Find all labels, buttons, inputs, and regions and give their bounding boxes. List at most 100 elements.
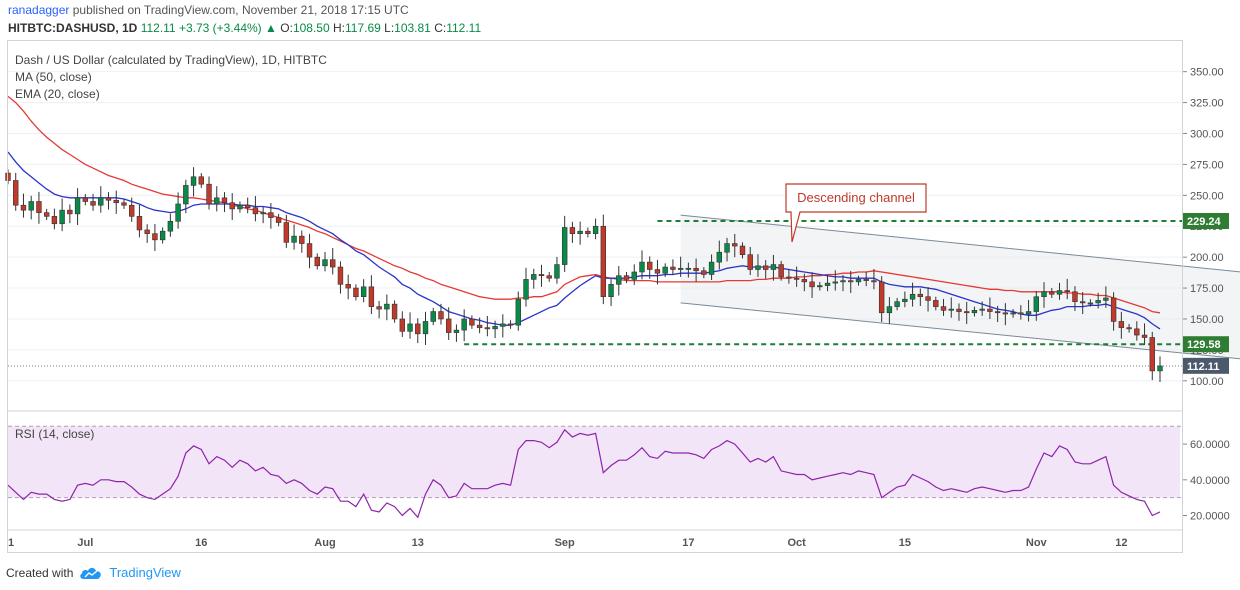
candle-body: [670, 266, 676, 270]
publish-header: ranadagger published on TradingView.com,…: [8, 3, 409, 17]
price-tick-label: 350.00: [1190, 67, 1224, 79]
candle-body: [793, 277, 800, 280]
publish-info: published on TradingView.com, November 2…: [72, 3, 409, 17]
ma50-line: [7, 95, 1161, 314]
candle-body: [360, 286, 367, 298]
candle-body: [492, 326, 498, 330]
candle-body: [252, 207, 259, 215]
candle-body: [484, 327, 491, 330]
tradingview-cloud-icon: [80, 567, 102, 579]
time-tick-label: 12: [1115, 537, 1127, 549]
candle-body: [299, 235, 305, 244]
candle-body: [453, 329, 460, 333]
candle-body: [368, 286, 375, 307]
symbol-label: HITBTC:DASHUSD, 1D: [8, 21, 138, 35]
ema20-line: [7, 151, 1161, 330]
candle-body: [121, 202, 127, 206]
candle-body: [345, 284, 351, 289]
close-label: C:: [434, 21, 447, 35]
rsi-legend[interactable]: RSI (14, close): [15, 427, 95, 441]
candle-body: [577, 230, 583, 234]
candle-body: [933, 300, 939, 307]
candle-body: [36, 201, 42, 213]
candle-body: [1157, 365, 1163, 372]
candle-body: [407, 323, 413, 332]
candle-body: [430, 311, 436, 322]
candle-body: [244, 204, 251, 208]
tradingview-link[interactable]: TradingView: [109, 565, 181, 580]
candle-body: [701, 270, 707, 275]
callout-text: Descending channel: [797, 190, 915, 205]
candle-body: [384, 303, 390, 310]
created-with-text: Created with: [6, 565, 74, 580]
candle-body: [67, 209, 73, 215]
last-price: 112.11: [140, 21, 176, 35]
candle-body: [585, 230, 591, 234]
rsi-band: [8, 426, 1180, 498]
candle-body: [817, 285, 823, 288]
candle-body: [1110, 297, 1117, 322]
candle-body: [1095, 300, 1101, 304]
candle-body: [956, 308, 962, 312]
candle-body: [979, 308, 985, 311]
callout-box: [785, 183, 927, 243]
candle-body: [275, 217, 282, 223]
price-tick-label: 250.00: [1190, 190, 1224, 202]
rsi-tick-label: 20.0000: [1190, 511, 1230, 523]
time-tick-label: Aug: [314, 537, 335, 549]
candle-body: [330, 259, 336, 268]
candle-body: [724, 243, 730, 253]
candle-body: [314, 256, 320, 267]
candle-body: [608, 284, 614, 298]
candle-body: [198, 176, 204, 185]
candle-body: [801, 279, 808, 283]
time-tick-label: Oct: [787, 537, 806, 549]
candle-body: [13, 180, 19, 206]
candle-body: [1002, 312, 1009, 315]
candle-body: [677, 267, 684, 270]
candle-body: [268, 212, 274, 218]
candle-body: [152, 233, 158, 241]
candle-body: [554, 264, 560, 279]
candle-body: [415, 323, 421, 335]
candle-body: [1010, 312, 1016, 315]
candle-body: [531, 274, 537, 280]
close-value: 112.11: [446, 21, 482, 35]
price-tick-label: 200.00: [1190, 252, 1224, 264]
candle-body: [98, 197, 104, 206]
up-arrow-icon: ▲: [265, 21, 277, 35]
candle-body: [20, 204, 27, 211]
candle-body: [971, 310, 978, 314]
candle-body: [136, 216, 143, 231]
rsi-line: [7, 428, 1161, 519]
ema-legend[interactable]: EMA (20, close): [15, 87, 100, 101]
candle-body: [28, 201, 34, 211]
candle-body: [399, 318, 406, 332]
candle-body: [848, 280, 854, 283]
candle-body: [1149, 337, 1155, 372]
low-label: L:: [384, 21, 395, 35]
candle-body: [376, 306, 382, 310]
time-tick-label: 17: [682, 537, 694, 549]
descending-channel-fill: [680, 215, 1240, 359]
candle-body: [1103, 297, 1109, 301]
candle-body: [732, 243, 738, 247]
candle-body: [778, 264, 784, 278]
candle-body: [1041, 291, 1047, 298]
candle-body: [716, 251, 722, 263]
candle-body: [190, 176, 197, 186]
channel-upper-line: [680, 214, 1240, 273]
ma-legend[interactable]: MA (50, close): [15, 70, 92, 84]
candle-body: [1118, 321, 1125, 328]
candle-body: [855, 279, 862, 283]
price-tag-label: 229.24: [1187, 216, 1222, 228]
author-link[interactable]: ranadagger: [8, 3, 70, 17]
candle-body: [337, 266, 344, 285]
candle-body: [446, 318, 452, 333]
candle-body: [260, 212, 266, 215]
candle-body: [925, 296, 931, 301]
candle-body: [917, 293, 924, 298]
price-tag-label: 129.58: [1187, 339, 1221, 351]
candle-body: [902, 298, 908, 302]
